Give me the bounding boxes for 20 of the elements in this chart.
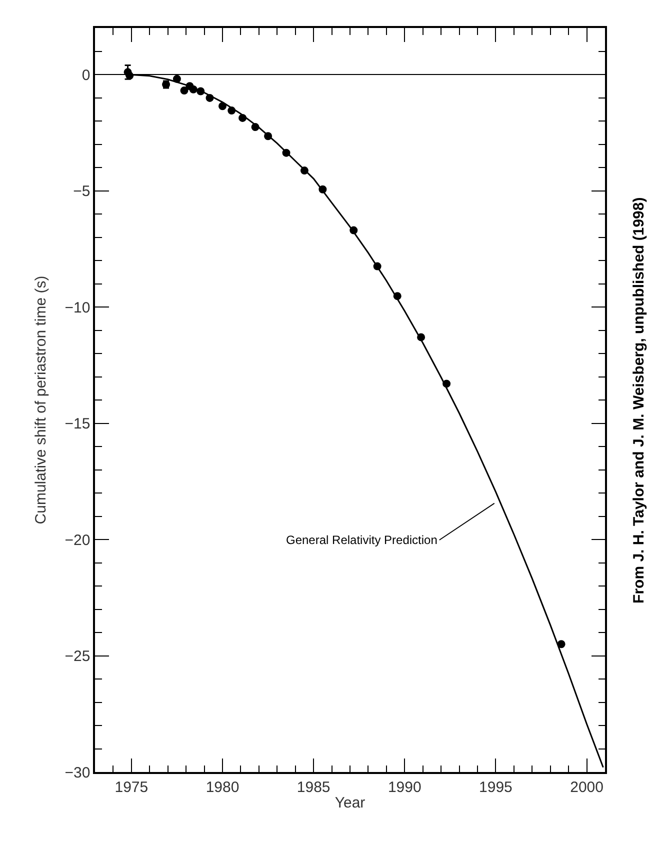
y-tick-label: 0	[82, 66, 90, 84]
y-tick-label: −20	[64, 532, 90, 549]
y-axis-title: Cumulative shift of periastron time (s)	[32, 276, 50, 524]
x-tick-label: 1995	[479, 778, 512, 796]
x-tick-label: 1975	[114, 778, 148, 796]
x-tick-label: 2000	[570, 778, 604, 796]
y-tick-label: −15	[64, 416, 90, 432]
x-tick-label: 1985	[296, 778, 330, 796]
point	[218, 102, 226, 110]
point	[180, 86, 188, 95]
annotation: General Relativity Prediction	[286, 533, 438, 547]
x-axis-title: Year	[334, 794, 366, 812]
x-tick-label: 1990	[388, 778, 422, 796]
x-tick-label: 1980	[206, 778, 240, 796]
y-tick-label: −30	[64, 764, 90, 782]
text: From J. H. Taylor and J. M. Weisberg, unpublished (1998)	[630, 197, 648, 604]
y-tick-label: −25	[64, 648, 90, 665]
point	[557, 640, 566, 648]
y-tick-label: −10	[64, 299, 90, 316]
y-tick-label: −5	[73, 183, 90, 200]
